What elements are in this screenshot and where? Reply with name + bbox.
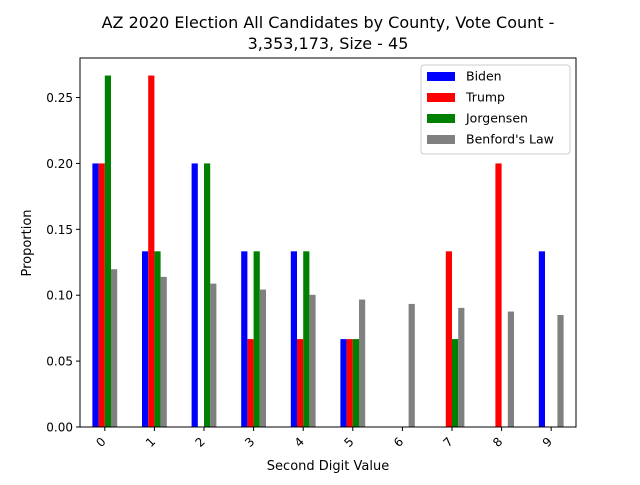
bar-benford-s-law-4 <box>309 294 316 427</box>
legend-swatch-biden <box>427 72 455 81</box>
bar-biden-3 <box>241 251 248 427</box>
bar-benford-s-law-3 <box>259 289 266 427</box>
bar-benford-s-law-6 <box>408 303 415 427</box>
bar-benford-s-law-0 <box>111 269 118 427</box>
x-tick-label: 1 <box>143 435 158 450</box>
x-tick-label: 0 <box>93 435 108 450</box>
bar-trump-0 <box>98 163 105 427</box>
bar-jorgensen-2 <box>204 163 211 427</box>
bar-group <box>92 75 564 427</box>
y-tick-label: 0.10 <box>46 289 73 303</box>
y-tick-label: 0.15 <box>46 223 73 237</box>
bar-trump-3 <box>247 339 254 427</box>
legend-swatch-jorgensen <box>427 114 455 123</box>
bar-benford-s-law-8 <box>507 311 514 427</box>
y-tick-label: 0.00 <box>46 421 73 435</box>
bar-trump-7 <box>445 251 452 427</box>
x-axis: 0 1 2 3 4 5 6 7 8 9 <box>93 427 555 450</box>
bar-biden-1 <box>142 251 149 427</box>
x-tick-label: 7 <box>441 435 456 450</box>
legend-label-biden: Biden <box>466 69 502 84</box>
bar-benford-s-law-7 <box>458 307 465 427</box>
bar-trump-8 <box>495 163 502 427</box>
bar-biden-9 <box>538 251 545 427</box>
bar-benford-s-law-2 <box>210 283 217 427</box>
x-tick-label: 3 <box>242 435 257 450</box>
legend-label-trump: Trump <box>465 90 505 105</box>
legend-swatch-trump <box>427 93 455 102</box>
legend-label-benford-s-law: Benford's Law <box>466 132 554 147</box>
bar-trump-1 <box>148 75 155 427</box>
chart-title-line-1: AZ 2020 Election All Candidates by Count… <box>102 13 555 32</box>
x-tick-label: 5 <box>341 435 356 450</box>
chart-title-line-2: 3,353,173, Size - 45 <box>248 34 409 53</box>
bar-jorgensen-7 <box>452 339 459 427</box>
x-tick-label: 4 <box>292 435 307 450</box>
y-tick-label: 0.25 <box>46 91 73 105</box>
bar-jorgensen-0 <box>104 75 111 427</box>
x-tick-label: 2 <box>193 435 208 450</box>
plot-frame <box>79 57 577 428</box>
bar-biden-5 <box>340 339 347 427</box>
x-tick-label: 8 <box>490 435 505 450</box>
y-tick-label: 0.20 <box>46 157 73 171</box>
bar-biden-2 <box>191 163 198 427</box>
x-tick-label: 6 <box>391 435 406 450</box>
bar-jorgensen-5 <box>352 339 359 427</box>
bar-biden-4 <box>290 251 297 427</box>
bar-benford-s-law-5 <box>359 299 366 427</box>
bar-benford-s-law-9 <box>557 314 564 427</box>
x-axis-label: Second Digit Value <box>267 459 389 474</box>
legend-label-jorgensen: Jorgensen <box>465 111 528 126</box>
legend: Biden Trump Jorgensen Benford's Law <box>420 64 571 155</box>
bar-jorgensen-3 <box>253 251 260 427</box>
bar-jorgensen-4 <box>303 251 310 427</box>
bar-trump-4 <box>297 339 304 427</box>
legend-swatch-benford-s-law <box>427 135 455 144</box>
y-tick-label: 0.05 <box>46 355 73 369</box>
x-tick-label: 9 <box>540 435 555 450</box>
legend-box <box>420 64 571 155</box>
y-axis-label: Proportion <box>20 209 35 276</box>
y-axis: 0.00 0.05 0.10 0.15 0.20 0.25 <box>46 91 80 435</box>
bar-trump-5 <box>346 339 353 427</box>
bar-jorgensen-1 <box>154 251 161 427</box>
bar-benford-s-law-1 <box>160 276 167 427</box>
bar-biden-0 <box>92 163 99 427</box>
